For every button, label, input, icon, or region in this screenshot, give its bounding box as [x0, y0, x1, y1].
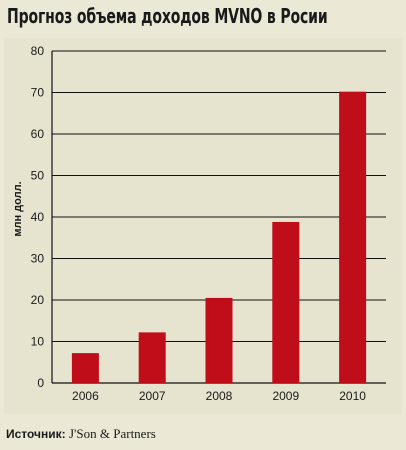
source-text: J'Son & Partners [69, 426, 156, 441]
y-tick-label: 20 [31, 293, 45, 307]
bar [205, 297, 233, 383]
title-bar: Прогноз объема доходов MVNO в Росии [0, 0, 406, 38]
y-tick-label: 10 [31, 335, 45, 349]
bar [71, 353, 99, 383]
y-tick-label: 0 [37, 376, 44, 390]
source-label: Источник: [6, 427, 66, 441]
x-tick-label: 2010 [339, 389, 366, 403]
y-axis-label: млн долл. [12, 181, 24, 236]
x-tick-label: 2007 [139, 389, 166, 403]
x-tick-label: 2006 [72, 389, 99, 403]
source-note: Источник: J'Son & Partners [6, 426, 156, 442]
chart-title: Прогноз объема доходов MVNO в Росии [7, 4, 328, 28]
y-tick-label: 50 [31, 169, 45, 183]
bar [272, 221, 300, 383]
y-tick-label: 70 [31, 86, 45, 100]
y-tick-label: 30 [31, 252, 45, 266]
plot-frame [4, 38, 402, 414]
bar [138, 332, 166, 383]
bar [339, 91, 367, 384]
y-tick-label: 40 [31, 210, 45, 224]
y-tick-label: 60 [31, 127, 45, 141]
x-tick-label: 2008 [206, 389, 233, 403]
x-tick-label: 2009 [272, 389, 299, 403]
y-tick-label: 80 [31, 44, 45, 58]
